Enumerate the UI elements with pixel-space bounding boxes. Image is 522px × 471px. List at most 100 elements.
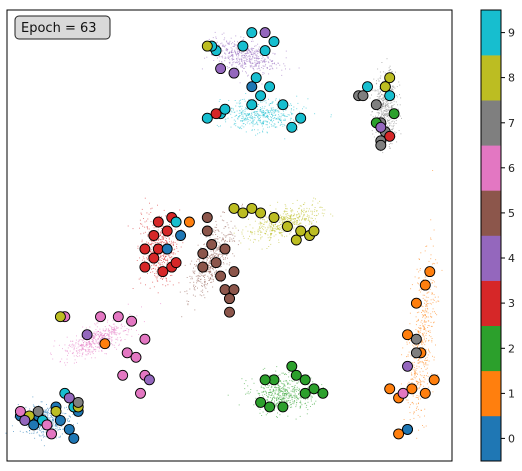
colorbar-frame <box>480 9 502 462</box>
data-point <box>246 99 258 111</box>
data-point <box>228 202 240 214</box>
data-point <box>402 360 413 372</box>
data-point <box>299 374 311 386</box>
epoch-annotation-box <box>14 15 111 40</box>
colorbar-tick-label: 3 <box>508 297 515 310</box>
data-point <box>215 63 227 75</box>
data-point <box>63 392 75 404</box>
data-point <box>219 103 231 115</box>
data-point <box>237 40 249 52</box>
colorbar-segment-3 <box>481 280 501 326</box>
data-point <box>375 139 387 151</box>
data-point <box>281 221 293 232</box>
data-point <box>259 45 271 57</box>
data-point <box>50 405 62 417</box>
data-point <box>148 252 160 264</box>
data-point <box>228 266 240 278</box>
data-point <box>152 216 164 228</box>
data-point <box>143 374 155 386</box>
colorbar: 0 1 2 3 4 5 6 7 8 9 <box>480 9 515 462</box>
colorbar-tick-label: 8 <box>508 72 515 85</box>
data-point <box>228 284 240 296</box>
data-point <box>246 202 258 214</box>
colorbar-segment-1 <box>481 370 501 417</box>
colorbar-tick-label: 0 <box>508 432 515 445</box>
colorbar-tick-label: 4 <box>508 252 515 265</box>
data-point <box>295 112 307 124</box>
data-point <box>290 234 302 246</box>
data-point <box>410 297 422 309</box>
data-point <box>139 333 151 345</box>
data-point <box>259 374 271 386</box>
data-point <box>268 36 280 48</box>
data-point <box>268 212 280 223</box>
data-point <box>28 419 40 431</box>
data-point <box>264 401 276 413</box>
data-point <box>139 261 151 273</box>
data-point <box>161 243 173 255</box>
colorbar-tick-label: 9 <box>508 27 515 40</box>
colorbar-segment-4 <box>481 235 501 281</box>
data-point <box>393 428 405 440</box>
data-point <box>375 121 387 133</box>
data-point <box>264 81 276 93</box>
data-point <box>170 216 182 228</box>
data-point <box>428 374 440 386</box>
data-point <box>277 99 289 111</box>
data-point <box>299 387 311 399</box>
data-point <box>286 121 298 133</box>
data-point <box>95 311 106 323</box>
colorbar-tick-label: 1 <box>508 387 515 400</box>
data-point <box>170 257 182 269</box>
data-point <box>161 225 173 237</box>
data-point <box>246 27 258 39</box>
data-point <box>14 405 26 417</box>
data-point <box>46 428 57 440</box>
data-point <box>410 347 422 359</box>
data-point <box>290 369 302 381</box>
data-point <box>384 90 396 102</box>
colorbar-tick-label: 6 <box>508 162 515 175</box>
data-point <box>112 311 124 323</box>
data-point <box>121 347 133 359</box>
data-point <box>224 293 235 305</box>
data-point <box>406 383 418 395</box>
data-point <box>255 396 267 408</box>
colorbar-tick-label: 5 <box>508 207 515 220</box>
data-point <box>130 351 142 363</box>
data-point <box>197 261 209 273</box>
data-point <box>255 207 267 219</box>
data-point <box>286 360 298 372</box>
data-point <box>308 225 320 237</box>
data-point <box>99 338 111 350</box>
data-point <box>308 383 320 395</box>
data-point <box>157 266 169 278</box>
data-point <box>41 419 53 431</box>
data-point <box>379 81 391 93</box>
data-point <box>255 90 267 102</box>
data-point <box>295 225 307 237</box>
data-point <box>54 311 66 323</box>
data-point <box>317 387 329 399</box>
data-point <box>357 90 369 102</box>
data-point <box>183 216 195 228</box>
data-point <box>201 112 213 124</box>
data-point <box>126 315 138 327</box>
data-point <box>197 248 209 259</box>
colorbar-segment-7 <box>481 100 501 146</box>
colorbar-segment-9 <box>481 10 501 56</box>
colorbar-segment-8 <box>481 55 501 101</box>
data-point <box>175 230 187 241</box>
data-point <box>259 27 271 39</box>
data-point <box>384 130 396 142</box>
data-point <box>201 212 213 223</box>
data-point <box>19 414 31 426</box>
data-point <box>419 279 431 291</box>
data-point <box>424 266 436 278</box>
data-point <box>419 387 431 399</box>
data-point <box>384 72 396 84</box>
data-point <box>410 333 422 345</box>
data-point <box>63 423 75 435</box>
data-point <box>32 405 44 417</box>
